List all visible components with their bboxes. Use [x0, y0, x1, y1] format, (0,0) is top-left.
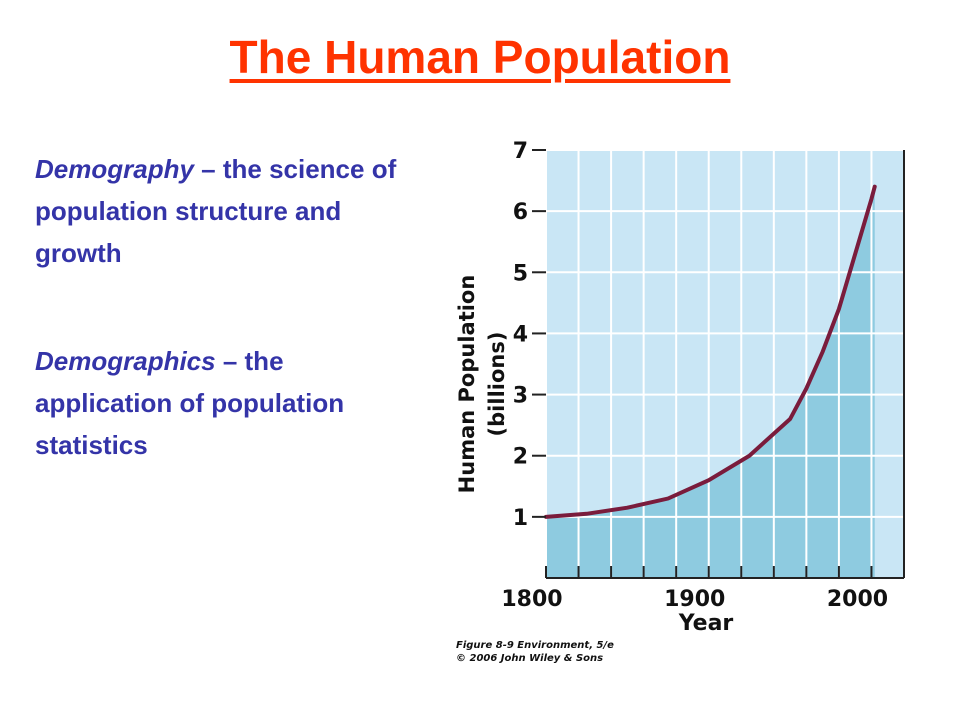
y-tick-label: 3 — [513, 384, 528, 409]
y-tick-label: 1 — [513, 506, 528, 531]
term: Demography — [35, 154, 194, 184]
caption: Figure 8-9 Environment, 5/e — [456, 640, 614, 651]
y-axis-label: Human Population — [455, 275, 479, 494]
y-tick-label: 2 — [513, 445, 528, 470]
x-tick-label: 1900 — [664, 587, 725, 612]
definition-text: – the application of population statisti… — [35, 346, 345, 460]
y-tick-label: 5 — [513, 261, 528, 286]
x-tick-label: 2000 — [827, 587, 888, 612]
x-axis-label: Year — [678, 611, 734, 636]
slide-title: The Human Population — [229, 31, 731, 83]
definition: Demographics – the application of popula… — [35, 340, 425, 466]
y-tick-label: 7 — [513, 139, 528, 164]
x-tick-label: 1800 — [501, 587, 562, 612]
line — [544, 184, 877, 519]
caption: © 2006 John Wiley & Sons — [456, 653, 603, 664]
y-axis-label: (billions) — [485, 332, 509, 437]
area — [546, 186, 875, 578]
definition: Demography – the science of population s… — [35, 148, 425, 274]
term: Demographics — [35, 346, 216, 376]
y-tick-label: 6 — [513, 200, 528, 225]
definition-text: – the science of population structure an… — [35, 154, 397, 268]
y-tick-label: 4 — [513, 322, 528, 347]
